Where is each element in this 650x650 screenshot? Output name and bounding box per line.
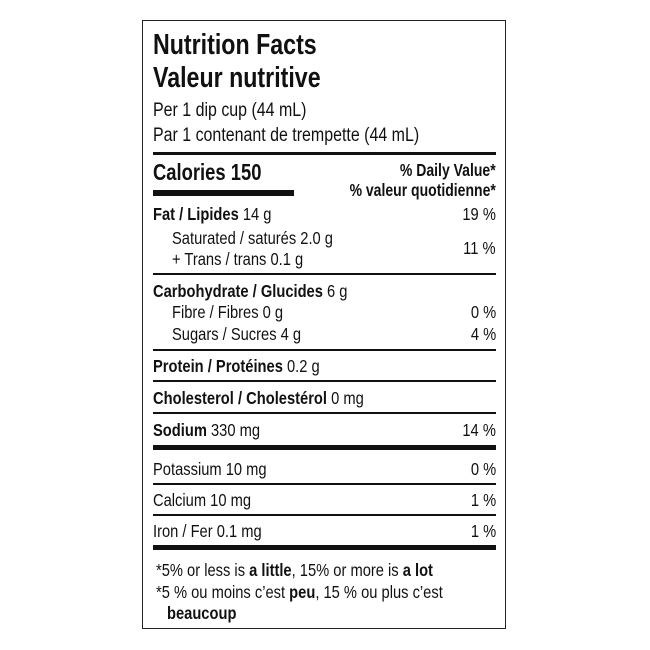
calcium-row: Calcium 10 mg [153,490,252,510]
divider [153,152,496,155]
iron-row: Iron / Fer 0.1 mg [153,521,262,541]
serving-size-fr: Par 1 contenant de trempette (44 mL) [153,125,420,146]
divider-thick [153,545,496,550]
fat-dv: 19 % [462,204,496,224]
divider [153,380,496,382]
footnote-en: *5% or less is a little, 15% or more is … [156,560,433,580]
sugars-dv: 4 % [470,324,496,344]
serving-size-en: Per 1 dip cup (44 mL) [153,100,307,121]
carbohydrate-row: Carbohydrate / Glucides 6 g [153,281,348,301]
sat-trans-dv: 11 % [463,238,496,258]
divider [153,273,496,275]
calories-bar [153,190,294,196]
dv-header-fr: % valeur quotidienne* [349,180,496,200]
calcium-dv: 1 % [470,490,496,510]
fat-row: Fat / Lipides 14 g [153,204,272,224]
saturated-row: Saturated / saturés 2.0 g [172,228,333,248]
potassium-row: Potassium 10 mg [153,459,267,479]
title-en: Nutrition Facts [153,29,317,61]
sodium-row: Sodium 330 mg [153,420,261,440]
fibre-row: Fibre / Fibres 0 g [172,302,284,322]
sugars-row: Sugars / Sucres 4 g [172,324,302,344]
footnote-fr: *5 % ou moins c’est peu, 15 % ou plus c’… [156,582,443,602]
footnote-fr-cont: beaucoup [167,603,237,623]
divider-thick [153,445,496,450]
sodium-dv: 14 % [462,420,496,440]
divider [153,412,496,414]
cholesterol-row: Cholesterol / Cholestérol 0 mg [153,388,364,408]
iron-dv: 1 % [470,521,496,541]
divider [153,483,496,485]
divider [153,514,496,516]
trans-row: + Trans / trans 0.1 g [172,249,304,269]
title-fr: Valeur nutritive [153,62,321,94]
divider [153,349,496,351]
potassium-dv: 0 % [470,459,496,479]
fibre-dv: 0 % [470,302,496,322]
dv-header-en: % Daily Value* [400,160,496,180]
protein-row: Protein / Protéines 0.2 g [153,356,320,376]
calories: Calories 150 [153,159,262,185]
nutrition-facts-panel [142,20,506,629]
